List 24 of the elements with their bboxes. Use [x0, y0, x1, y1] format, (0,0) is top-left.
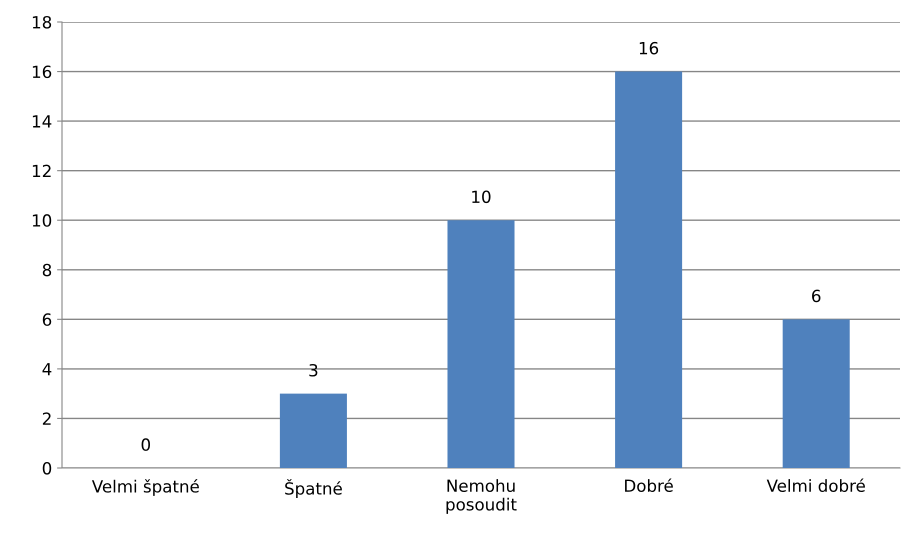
- data-label: 6: [812, 290, 820, 302]
- y-tick-label: 0: [42, 462, 52, 475]
- y-tick-label: 8: [42, 264, 52, 276]
- y-tick-label: 18: [32, 16, 52, 29]
- y-tick-label: 4: [42, 363, 52, 376]
- x-tick-label: Špatné: [285, 479, 342, 498]
- data-label: 10: [472, 190, 490, 204]
- data-label: 16: [640, 42, 658, 54]
- bar: [280, 394, 347, 468]
- data-label: 3: [309, 364, 318, 377]
- bar: [447, 220, 515, 468]
- x-tick-label: Velmi dobré: [766, 478, 865, 492]
- bar: [615, 72, 682, 468]
- x-tick-label: Nemohu posoudit: [446, 479, 517, 514]
- y-tick-label: 2: [42, 412, 51, 425]
- y-tick-label: 16: [32, 66, 52, 78]
- y-tick-label: 12: [32, 164, 51, 177]
- y-tick-label: 10: [32, 214, 52, 227]
- x-tick-label: Dobré: [625, 478, 673, 492]
- data-label: 0: [142, 438, 150, 451]
- bar: [782, 319, 850, 468]
- y-tick-label: 6: [42, 313, 52, 326]
- x-tick-label: Velmi špatné: [92, 479, 199, 496]
- y-tick-label: 14: [32, 115, 52, 128]
